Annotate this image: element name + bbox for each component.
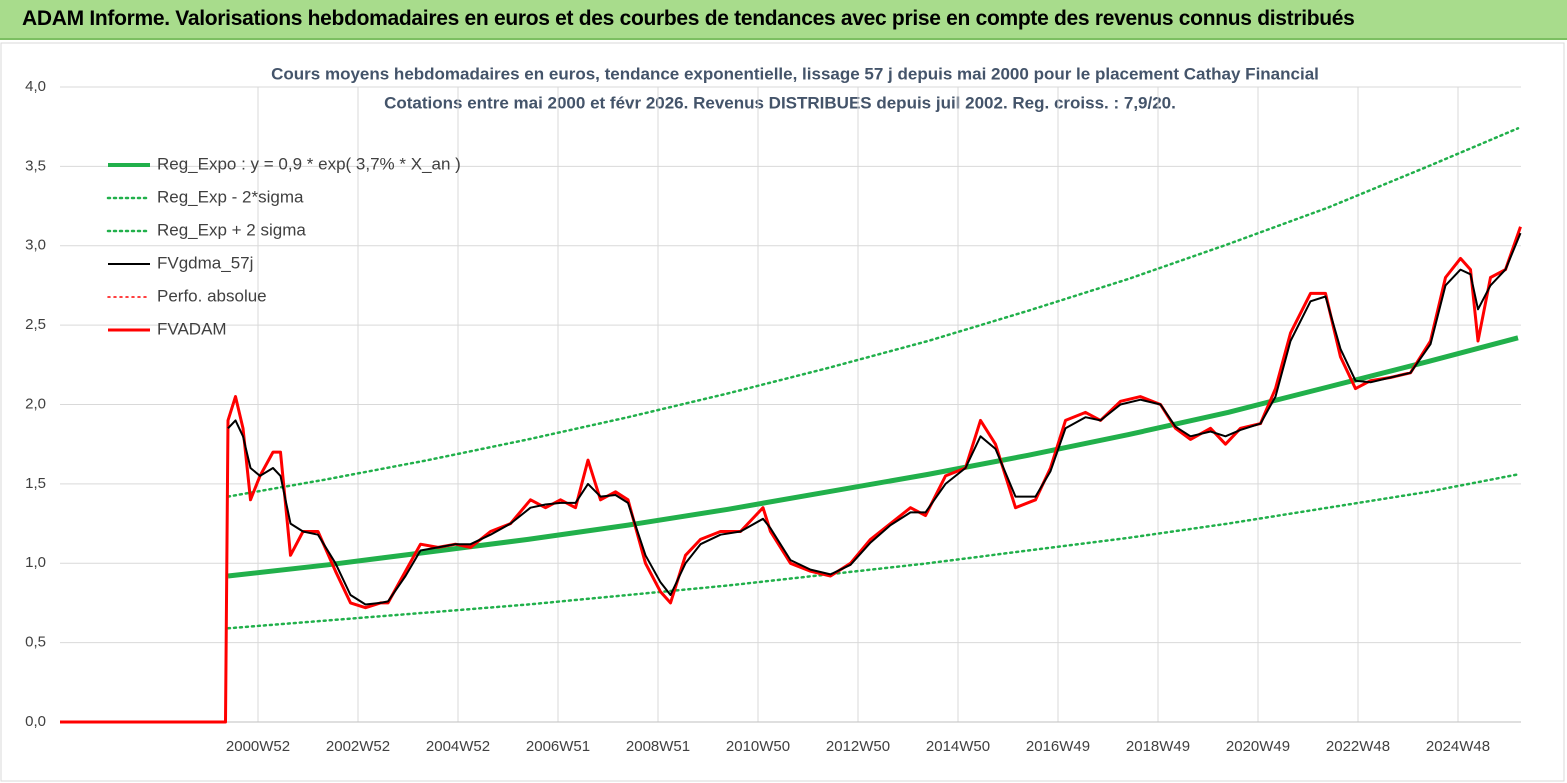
x-tick-label: 2020W49 [1226, 738, 1290, 755]
y-tick-label: 0,0 [25, 713, 46, 730]
x-tick-label: 2016W49 [1026, 738, 1090, 755]
x-tick-label: 2010W50 [726, 738, 790, 755]
x-tick-label: 2024W48 [1426, 738, 1490, 755]
chart-title: Cours moyens hebdomadaires en euros, ten… [271, 64, 1319, 83]
legend-label: FVADAM [157, 319, 227, 338]
y-tick-label: 0,5 [25, 634, 46, 651]
x-tick-label: 2000W52 [226, 738, 290, 755]
y-tick-label: 4,0 [25, 78, 46, 95]
legend: Reg_Expo : y = 0,9 * exp( 3,7% * X_an ) R… [106, 154, 461, 338]
y-tick-label: 3,0 [25, 237, 46, 254]
x-tick-label: 2014W50 [926, 738, 990, 755]
y-tick-label: 2,5 [25, 316, 46, 333]
x-tick-label: 2012W50 [826, 738, 890, 755]
y-tick-label: 1,5 [25, 475, 46, 492]
header: ADAM Informe. Valorisations hebdomadaire… [0, 0, 1567, 40]
header-title: ADAM Informe. Valorisations hebdomadaire… [22, 7, 1355, 30]
x-tick-label: 2006W51 [526, 738, 590, 755]
y-tick-label: 3,5 [25, 157, 46, 174]
legend-label: Perfo. absolue [157, 286, 267, 305]
y-tick-label: 2,0 [25, 395, 46, 412]
x-tick-label: 2018W49 [1126, 738, 1190, 755]
series-line [227, 232, 1522, 606]
x-tick-label: 2022W48 [1326, 738, 1390, 755]
series-line [226, 473, 1520, 630]
legend-label: Reg_Exp + 2 sigma [157, 220, 306, 239]
x-tick-label: 2008W51 [626, 738, 690, 755]
x-tick-label: 2002W52 [326, 738, 390, 755]
legend-label: Reg_Exp - 2*sigma [157, 187, 304, 206]
series-line [226, 127, 1520, 498]
legend-label: FVgdma_57j [157, 253, 253, 272]
series-line [227, 335, 1519, 579]
chart: Cours moyens hebdomadaires en euros, ten… [0, 42, 1565, 782]
legend-label: Reg_Expo : y = 0,9 * exp( 3,7% * X_an ) [157, 154, 461, 173]
series-line [60, 226, 1522, 724]
y-tick-label: 1,0 [25, 554, 46, 571]
x-tick-label: 2004W52 [426, 738, 490, 755]
chart-subtitle: Cotations entre mai 2000 et févr 2026. R… [384, 93, 1176, 112]
